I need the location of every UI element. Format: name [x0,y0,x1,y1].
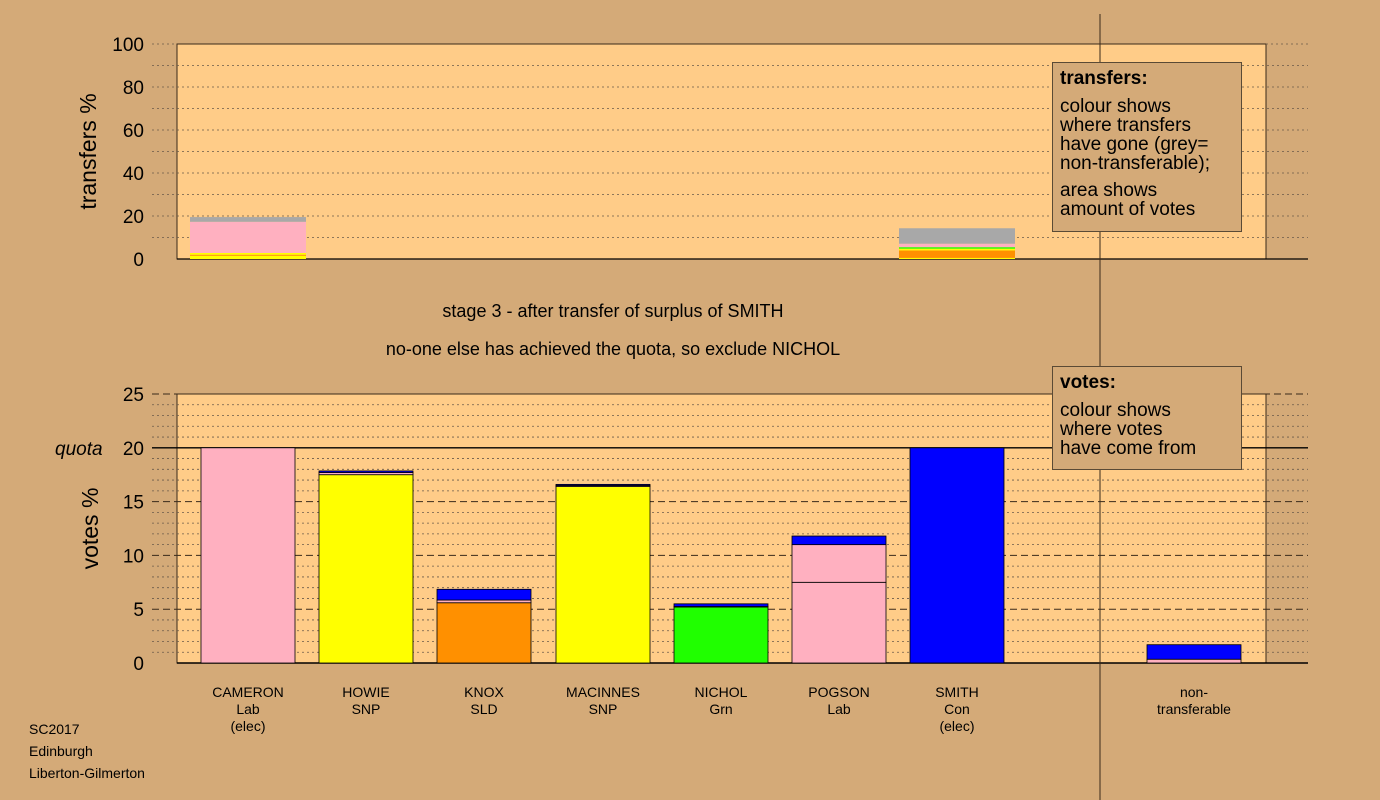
votes-legend-line: have come from [1060,438,1197,459]
candidate-label: MACINNES [566,684,640,700]
votes-tick-label: 0 [133,654,144,675]
votes-legend-line: colour shows [1060,400,1171,421]
candidate-label: transferable [1157,701,1231,717]
footer-election: SC2017 [29,721,80,737]
transfers-legend-line: colour shows [1060,96,1171,117]
candidate-label: Con [944,701,970,717]
vote-segment [791,581,887,664]
transfers-legend-line: where transfers [1060,115,1191,136]
votes-axis-label: votes % [77,488,103,570]
votes-tick-label: 10 [123,546,144,567]
candidate-label: (elec) [230,718,265,734]
candidate-label: Lab [236,701,260,717]
votes-tick-label: 20 [123,439,144,460]
transfers-legend-line: have gone (grey= [1060,134,1209,155]
transfers-legend-title: transfers: [1060,68,1148,89]
vote-segment [555,486,651,664]
vote-segment [791,544,887,583]
transfers-tick-label: 80 [123,78,144,99]
transfers-legend-line: area shows [1060,180,1158,201]
candidate-label: HOWIE [342,684,389,700]
transfer-segment [899,250,1015,258]
transfer-segment [899,243,1015,248]
transfers-legend: transfers: colour shows where transfers … [1052,62,1242,232]
candidate-label: POGSON [808,684,869,700]
transfers-legend-line: non-transferable); [1060,153,1210,174]
candidate-label: Grn [709,701,732,717]
vote-segment [436,588,532,601]
transfer-segment [190,255,306,259]
candidate-label: SNP [352,701,381,717]
candidate-label: CAMERON [212,684,284,700]
votes-legend-line: where votes [1060,419,1163,440]
vote-segment [436,602,532,664]
stage-instruction: no-one else has achieved the quota, so e… [385,339,841,359]
votes-tick-label: 15 [123,493,144,514]
candidate-label: SMITH [935,684,979,700]
transfer-segment [190,221,306,253]
vote-segment [436,599,532,604]
vote-segment [555,483,651,486]
votes-legend: votes: colour shows where votes have com… [1052,366,1242,470]
footer-ward: Liberton-Gilmerton [29,765,145,781]
stage-caption: stage 3 - after transfer of surplus of S… [442,301,784,321]
vote-segment [673,606,769,664]
transfers-tick-label: 40 [123,164,144,185]
transfer-segment [899,228,1015,244]
vote-segment [200,447,296,664]
candidate-label: SNP [589,701,618,717]
transfers-tick-label: 100 [112,35,144,56]
candidate-label: Lab [827,701,851,717]
vote-segment [673,603,769,607]
transfers-tick-label: 60 [123,121,144,142]
vote-segment [318,470,414,473]
vote-segment [1146,644,1242,660]
candidate-label: (elec) [939,718,974,734]
votes-legend-title: votes: [1060,372,1116,393]
vote-segment [1146,658,1242,664]
transfers-tick-label: 0 [133,250,144,271]
candidate-label: non- [1180,684,1208,700]
vote-segment [909,447,1005,664]
vote-segment [318,474,414,664]
transfer-segment [190,252,306,255]
transfer-segment [190,217,306,222]
candidate-label: NICHOL [695,684,748,700]
transfer-segment [190,254,306,256]
vote-segment [791,535,887,546]
footer-council: Edinburgh [29,743,93,759]
votes-tick-label: 5 [133,600,144,621]
transfers-legend-line: amount of votes [1060,199,1196,220]
transfers-axis-label: transfers % [75,93,101,209]
votes-tick-label: 25 [123,385,144,406]
transfer-segment [899,248,1015,251]
transfer-segment [899,257,1015,259]
candidate-label: SLD [470,701,497,717]
transfers-tick-label: 20 [123,207,144,228]
quota-label: quota [55,439,103,460]
transfer-segment [899,247,1015,249]
candidate-label: KNOX [464,684,504,700]
